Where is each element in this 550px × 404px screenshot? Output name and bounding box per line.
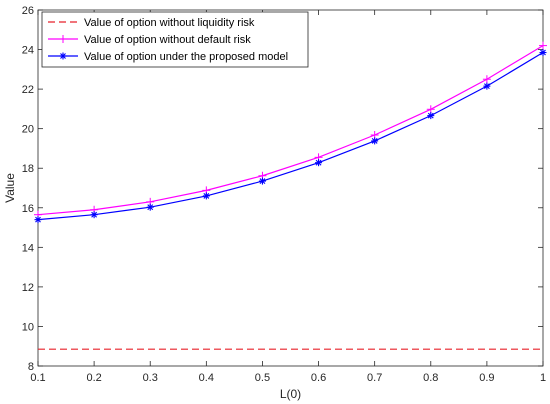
plot-area — [37, 9, 544, 367]
data-point — [146, 203, 154, 211]
marker-d2 — [147, 204, 154, 211]
plot-frame — [37, 9, 544, 367]
series-line — [37, 45, 544, 216]
y-axis-label: Value — [3, 173, 17, 203]
data-point — [34, 216, 42, 224]
x-tick-label: 0.2 — [86, 372, 101, 384]
legend-label: Value of option without liquidity risk — [84, 17, 255, 29]
data-point — [59, 52, 67, 60]
legend-box — [41, 11, 309, 68]
legend-label: Value of option without default risk — [84, 34, 251, 46]
y-tick-label: 26 — [22, 5, 34, 17]
x-tick-label: 0.4 — [199, 372, 214, 384]
y-tick-label: 8 — [28, 361, 34, 373]
x-tick-label: 0.3 — [143, 372, 158, 384]
marker-d2 — [35, 216, 41, 223]
legend-label: Value of option under the proposed model — [84, 51, 288, 63]
y-tick-label: 14 — [22, 242, 34, 254]
data-point — [482, 75, 491, 84]
marker-d2 — [60, 53, 66, 59]
series-line — [37, 52, 544, 221]
data-point — [483, 82, 491, 90]
data-point — [371, 137, 379, 145]
data-point — [427, 112, 435, 120]
axis-ticks: 0.1 0.2 0.3 0.4 0.5 0.6 0.7 0.8 0.9 1810121416182… — [22, 5, 546, 384]
x-tick-label: 0.9 — [479, 372, 494, 384]
data-point — [539, 49, 547, 57]
x-tick-label: 0.5 — [255, 372, 270, 384]
legend: Value of option without liquidity risk Va… — [41, 11, 309, 68]
data-point — [258, 177, 266, 185]
y-tick-label: 22 — [22, 84, 34, 96]
marker-d2 — [483, 83, 490, 90]
data-point — [59, 35, 67, 43]
x-tick-label: 0.8 — [423, 372, 438, 384]
x-tick-label: 1 — [540, 372, 546, 384]
legend-item: Value of option without default risk — [48, 34, 251, 46]
y-tick-label: 18 — [22, 163, 34, 175]
data-point — [90, 211, 98, 219]
data-point — [315, 159, 323, 167]
series-2 — [34, 41, 547, 219]
series-3 — [34, 49, 547, 224]
y-tick-label: 10 — [22, 321, 34, 333]
legend-item: Value of option without liquidity risk — [48, 17, 255, 29]
marker-d2 — [540, 49, 546, 56]
series-layer — [34, 41, 547, 350]
marker-d2 — [371, 138, 378, 144]
data-point — [539, 41, 547, 50]
data-point — [202, 192, 210, 200]
x-tick-label: 0.7 — [367, 372, 382, 384]
marker-d2 — [259, 178, 266, 184]
marker-d2 — [427, 112, 434, 119]
marker-d2 — [203, 193, 210, 199]
y-tick-label: 24 — [22, 45, 34, 57]
marker-d2 — [91, 211, 98, 218]
x-tick-label: 0.1 — [30, 372, 45, 384]
x-tick-label: 0.6 — [311, 372, 326, 384]
y-tick-label: 16 — [22, 203, 34, 215]
marker-d2 — [315, 159, 322, 166]
legend-item: Value of option under the proposed model — [48, 51, 288, 63]
y-tick-label: 20 — [22, 124, 34, 136]
data-point — [426, 105, 435, 114]
x-axis-label: L(0) — [280, 387, 301, 401]
y-tick-label: 12 — [22, 282, 34, 294]
